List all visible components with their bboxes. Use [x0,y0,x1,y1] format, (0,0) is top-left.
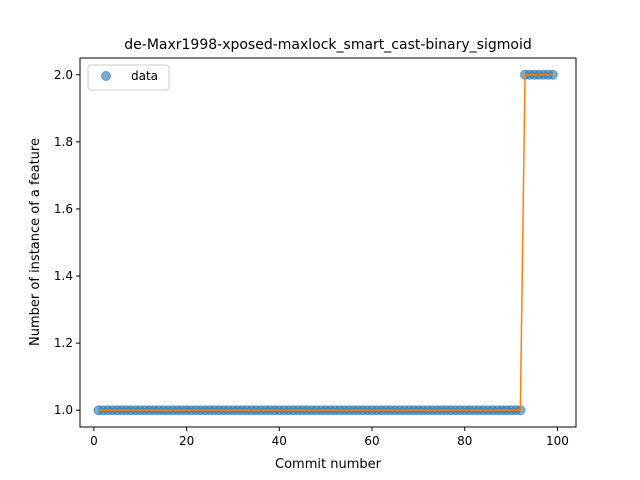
legend-marker-data [101,71,111,81]
legend-box [87,64,170,91]
y-tick-label: 1.0 [54,403,73,417]
x-tick-label: 0 [90,434,98,448]
y-tick-label: 1.6 [54,202,73,216]
fit-line [98,74,553,411]
x-tick-label: 40 [272,434,287,448]
x-axis-ticks: 0 20 40 60 80 100 [90,427,569,448]
x-tick-label: 60 [364,434,379,448]
y-tick-label: 1.4 [54,269,73,283]
x-tick-label: 100 [546,434,569,448]
chart-title: de-Maxr1998-xposed-maxlock_smart_cast-bi… [124,37,531,53]
x-tick-label: 80 [457,434,472,448]
y-tick-label: 2.0 [54,68,73,82]
plot-area-frame [79,57,577,428]
legend-label-data: data [131,69,158,83]
legend: data [87,64,170,91]
y-tick-label: 1.8 [54,135,73,149]
x-axis-label: Commit number [275,457,382,472]
plot-layer [93,69,558,416]
x-tick-label: 20 [179,434,194,448]
y-axis-ticks: 1.0 1.2 1.4 1.6 1.8 2.0 [54,68,80,417]
y-tick-label: 1.2 [54,336,73,350]
y-axis-label: Number of instance of a feature [28,138,43,346]
